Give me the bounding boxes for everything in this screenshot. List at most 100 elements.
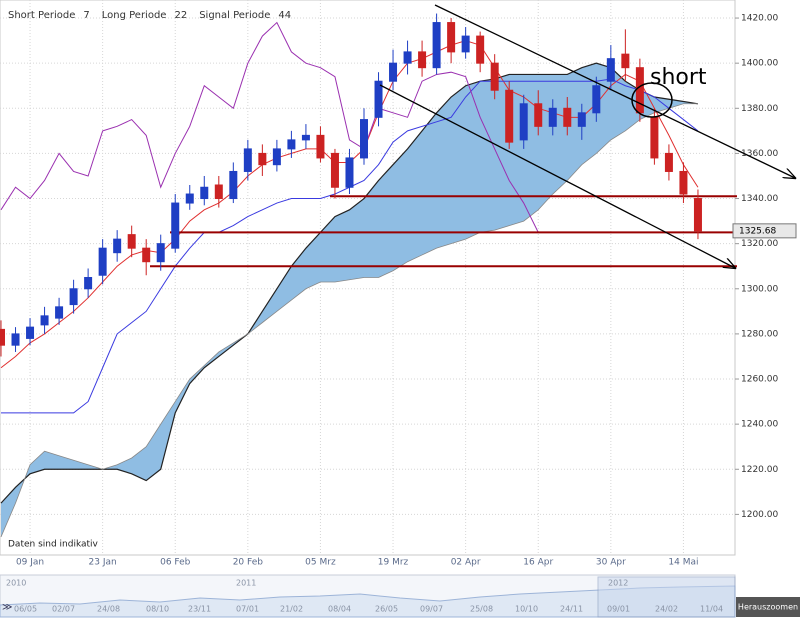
candle-body — [519, 103, 528, 141]
annotation-circle — [631, 82, 673, 118]
navigator-date: 02/07 — [52, 605, 75, 614]
indicator-line — [0, 21, 539, 233]
navigator-date: 24/11 — [560, 605, 583, 614]
indicator-label: Short Periode — [8, 10, 75, 21]
candle-body — [490, 62, 499, 91]
candle-body — [98, 247, 107, 276]
zoom-button[interactable] — [736, 597, 800, 617]
y-tick-label: 1320.00 — [741, 239, 778, 249]
candle-body — [548, 107, 557, 127]
candle-body — [69, 288, 78, 306]
candle-body — [258, 152, 267, 166]
candle-body — [432, 22, 441, 69]
candle-body — [389, 62, 398, 82]
disclaimer: Daten sind indikativ — [8, 540, 99, 550]
navigator-year: 2012 — [608, 579, 628, 588]
candle-body — [287, 139, 296, 150]
candle-body — [447, 22, 456, 53]
y-tick-label: 1420.00 — [741, 14, 778, 24]
candle-body — [534, 103, 543, 127]
y-tick-label: 1220.00 — [741, 465, 778, 475]
x-tick-label: 16 Apr — [523, 558, 553, 568]
candle-body — [200, 186, 209, 200]
trend-arrow — [434, 4, 795, 178]
y-tick-label: 1260.00 — [741, 375, 778, 385]
navigator-date: 10/10 — [515, 605, 538, 614]
candle-body — [679, 170, 688, 195]
x-tick-label: 23 Jan — [89, 558, 117, 568]
candle-body — [403, 51, 412, 64]
candle-body — [84, 277, 93, 290]
candle-body — [55, 306, 64, 319]
candle-body — [0, 328, 5, 346]
indicator-period: 22 — [174, 10, 187, 21]
candle-body — [418, 51, 427, 69]
candle-body — [592, 85, 601, 114]
candle-body — [650, 116, 659, 159]
y-tick-label: 1340.00 — [741, 194, 778, 204]
candle-body — [229, 170, 238, 200]
candle-body — [127, 234, 136, 249]
candle-body — [330, 152, 339, 188]
price-marker-label: 1325.68 — [739, 226, 776, 236]
candle-body — [185, 193, 194, 204]
navigator-year: 2011 — [236, 579, 256, 588]
cloud-span-b — [0, 103, 698, 538]
candle-body — [11, 333, 20, 346]
navigator-date: 08/04 — [328, 605, 351, 614]
x-tick-label: 05 Mrz — [305, 558, 336, 568]
candle-body — [360, 119, 368, 159]
x-tick-label: 06 Feb — [160, 558, 191, 568]
candle-body — [621, 53, 630, 69]
indicator-label: Long Periode — [102, 10, 167, 21]
indicator-period: 7 — [83, 10, 89, 21]
candle-body — [635, 67, 644, 114]
candle-body — [505, 89, 514, 143]
candle-body — [272, 148, 281, 166]
candle-body — [461, 35, 470, 53]
zoom-button-label[interactable]: Herauszoomen — [738, 603, 798, 612]
x-tick-label: 30 Apr — [596, 558, 626, 568]
candle-body — [577, 112, 586, 127]
y-tick-label: 1280.00 — [741, 329, 778, 339]
navigator-date: 06/05 — [14, 605, 37, 614]
navigator-date: 07/01 — [236, 605, 259, 614]
candle-body — [345, 157, 354, 188]
candle-body — [171, 202, 180, 249]
scroll-icon[interactable]: ≫ — [2, 602, 12, 613]
indicator-label: Signal Periode — [199, 10, 270, 21]
y-tick-label: 1200.00 — [741, 510, 778, 520]
navigator-date: 24/02 — [655, 605, 678, 614]
indicator-period: 44 — [278, 10, 291, 21]
candle-body — [476, 35, 485, 64]
y-tick-label: 1240.00 — [741, 420, 778, 430]
candle-body — [26, 326, 35, 339]
x-tick-label: 19 Mrz — [378, 558, 409, 568]
cloud-span-a — [0, 62, 699, 504]
annotation-text: short — [650, 65, 707, 90]
cloud-area — [1, 63, 698, 537]
candle-body — [156, 243, 165, 263]
candle-body — [374, 80, 383, 118]
candle-body — [40, 315, 49, 326]
y-tick-label: 1380.00 — [741, 104, 778, 114]
candle-body — [664, 152, 673, 172]
y-tick-label: 1300.00 — [741, 284, 778, 294]
candle-body — [142, 247, 151, 263]
candle-body — [563, 107, 572, 127]
navigator-date: 25/08 — [470, 605, 493, 614]
navigator-date: 26/05 — [375, 605, 398, 614]
price-marker — [732, 223, 797, 239]
navigator-date: 23/11 — [188, 605, 211, 614]
candle-body — [316, 134, 325, 159]
x-tick-label: 02 Apr — [451, 558, 481, 568]
x-tick-label: 14 Mai — [668, 558, 698, 568]
navigator-window[interactable] — [597, 576, 736, 618]
candle-body — [301, 134, 310, 141]
y-tick-label: 1360.00 — [741, 149, 778, 159]
navigator-date: 09/01 — [607, 605, 630, 614]
navigator-date: 08/10 — [146, 605, 169, 614]
navigator-year: 2010 — [6, 579, 26, 588]
candle-body — [693, 198, 702, 232]
